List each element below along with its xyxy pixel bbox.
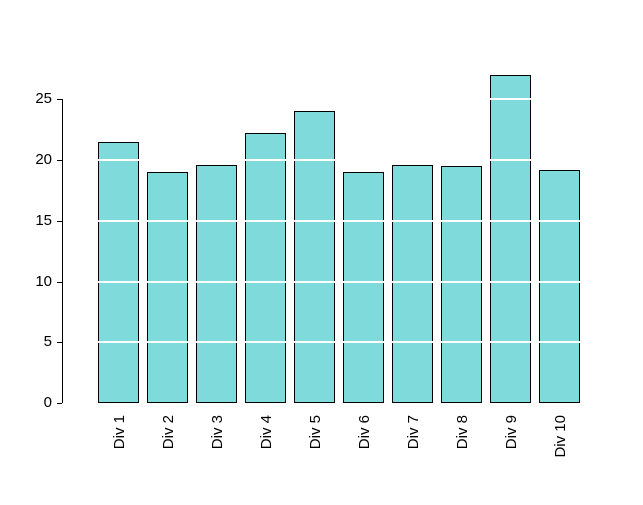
- x-label-div-1: Div 1: [110, 415, 128, 450]
- gridline-y-5: [90, 341, 588, 344]
- y-tick-label-0: 0: [43, 394, 52, 411]
- bar-div-7: [392, 164, 433, 403]
- y-tick-5: [57, 342, 62, 344]
- bar-div-6: [343, 172, 384, 403]
- y-tick-10: [57, 281, 62, 283]
- bar-div-10: [539, 169, 580, 403]
- x-label-div-4: Div 4: [257, 415, 275, 450]
- x-label-div-7: Div 7: [404, 415, 422, 450]
- bar-div-5: [294, 111, 335, 403]
- x-label-div-8: Div 8: [453, 415, 471, 450]
- bar-div-1: [98, 141, 139, 403]
- y-axis-line: [62, 99, 63, 403]
- x-label-div-6: Div 6: [355, 415, 373, 450]
- y-tick-label-10: 10: [35, 272, 52, 290]
- bar-div-3: [196, 164, 237, 403]
- y-tick-25: [57, 99, 62, 101]
- bar-div-8: [441, 166, 482, 403]
- bar-div-4: [245, 133, 286, 403]
- y-tick-15: [57, 220, 62, 222]
- y-tick-label-15: 15: [35, 211, 52, 229]
- y-tick-label-20: 20: [35, 151, 52, 169]
- x-label-div-3: Div 3: [208, 415, 226, 450]
- y-tick-20: [57, 160, 62, 162]
- gridline-y-15: [90, 219, 588, 222]
- plot-area: [90, 58, 588, 403]
- bar-div-2: [147, 172, 188, 403]
- x-label-div-5: Div 5: [306, 415, 324, 450]
- gridline-y-25: [90, 98, 588, 101]
- x-label-div-10: Div 10: [551, 415, 569, 458]
- bar-div-9: [490, 75, 531, 403]
- y-tick-label-25: 25: [35, 90, 52, 108]
- gridline-y-20: [90, 159, 588, 162]
- x-label-div-9: Div 9: [502, 415, 520, 450]
- y-tick-label-5: 5: [43, 333, 52, 351]
- y-tick-0: [57, 403, 62, 404]
- gridline-y-10: [90, 280, 588, 283]
- x-label-div-2: Div 2: [159, 415, 177, 450]
